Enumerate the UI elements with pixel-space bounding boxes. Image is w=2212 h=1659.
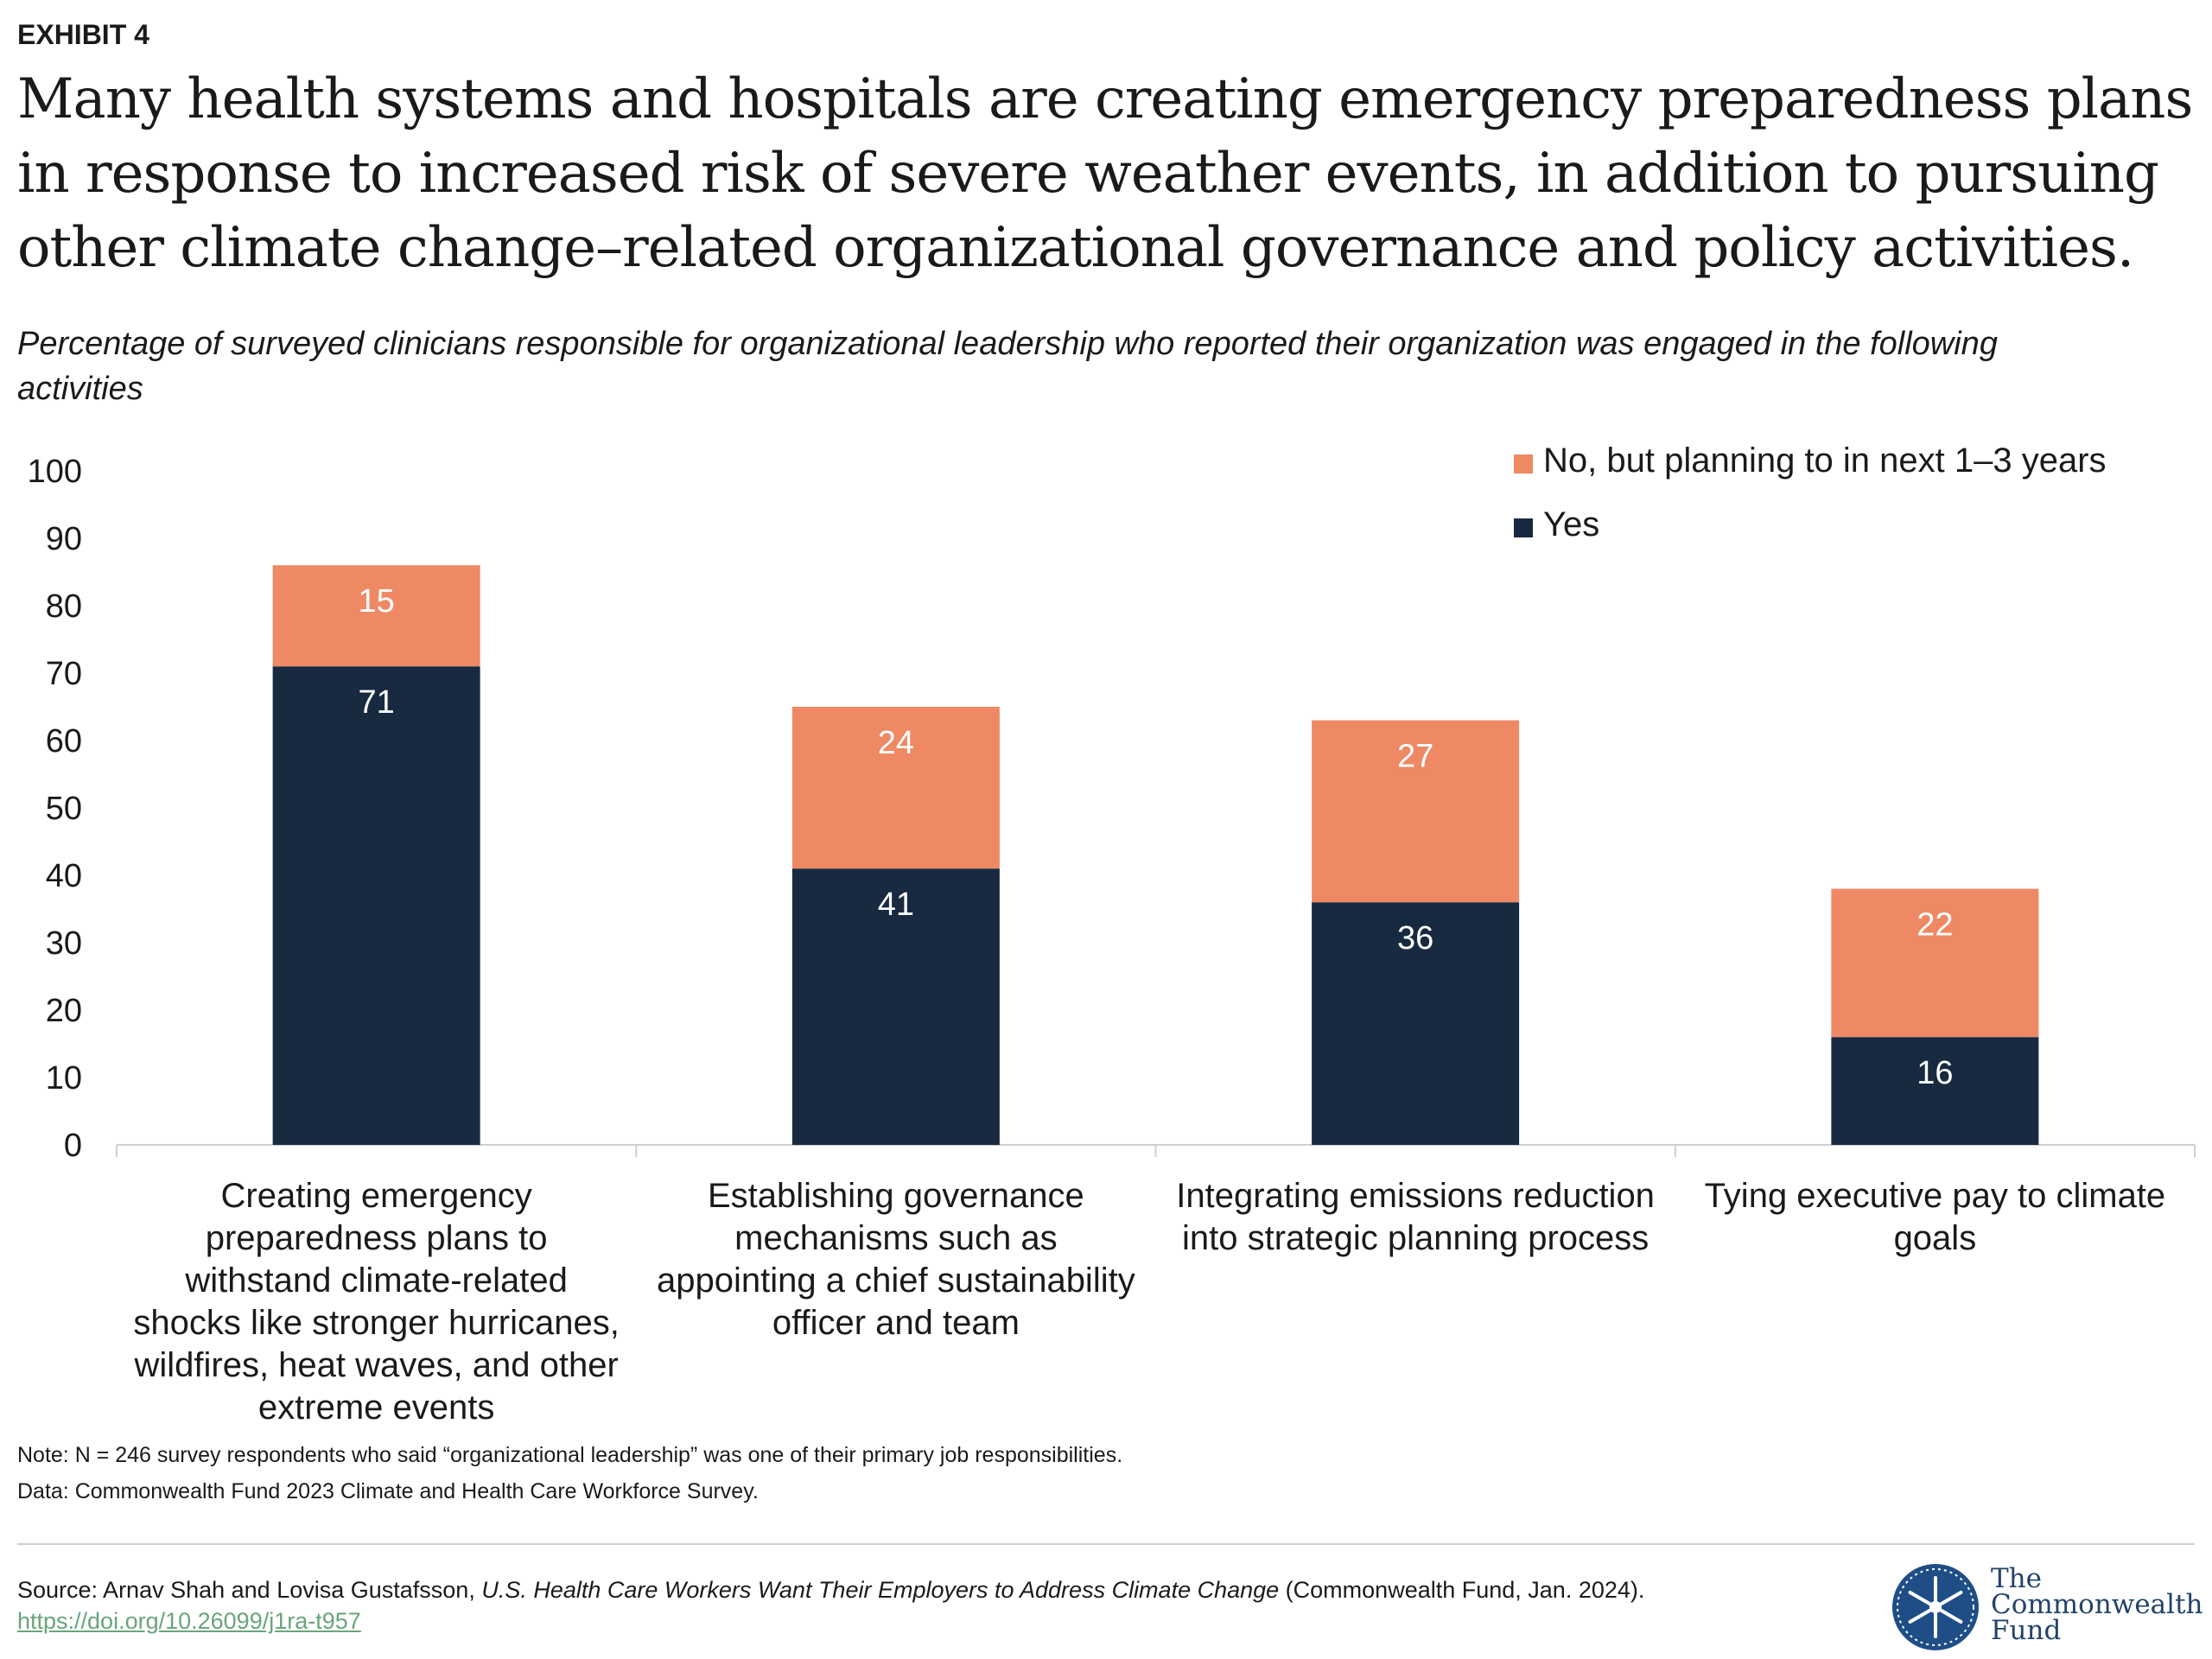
y-tick-label: 50 (46, 791, 82, 827)
divider (17, 1543, 2195, 1545)
bar-planning (1312, 720, 1520, 903)
data-label-planning: 24 (878, 725, 914, 761)
bar-yes (272, 666, 480, 1145)
bar-planning (272, 565, 480, 667)
y-tick-label: 40 (46, 858, 82, 894)
legend-swatch (1514, 454, 1533, 474)
data-label-yes: 41 (878, 887, 914, 923)
category-label-line: Tying executive pay to climate (1705, 1177, 2166, 1215)
y-tick-label: 80 (46, 588, 82, 625)
legend-label: Yes (1543, 505, 1599, 543)
category-label-line: withstand climate-related (184, 1262, 567, 1300)
bar-yes (791, 868, 1000, 1145)
category-label-line: extreme events (258, 1389, 494, 1427)
source-prefix: Source: Arnav Shah and Lovisa Gustafsson… (17, 1577, 482, 1603)
bar-yes (1312, 902, 1520, 1145)
data-label-planning: 27 (1397, 739, 1433, 775)
y-tick-label: 70 (46, 656, 82, 692)
doi-link[interactable]: https://doi.org/10.26099/j1ra-t957 (17, 1608, 361, 1634)
legend-label: No, but planning to in next 1–3 years (1543, 442, 2107, 480)
legend-swatch (1514, 518, 1533, 537)
category-label-line: officer and team (772, 1304, 1020, 1342)
category-label-line: appointing a chief sustainability (657, 1262, 1135, 1300)
category-label-line: into strategic planning process (1182, 1219, 1649, 1257)
logo-line-fund: Fund (1991, 1615, 2062, 1646)
commonwealth-fund-logo: The Commonwealth Fund (1891, 1562, 2203, 1656)
category-label: Integrating emissions reduction into stra… (1176, 1177, 1655, 1257)
snowflake-emblem-icon (1892, 1564, 1979, 1650)
category-label-line: Integrating emissions reduction (1176, 1177, 1655, 1215)
data-label-planning: 22 (1916, 907, 1953, 944)
category-label-line: Creating emergency (221, 1177, 532, 1215)
bar-planning (1831, 888, 2039, 1038)
y-tick-label: 90 (46, 521, 82, 557)
category-label-line: preparedness plans to (206, 1219, 548, 1257)
category-label-line: goals (1894, 1219, 1977, 1257)
y-tick-label: 100 (28, 454, 82, 490)
logo-wordmark: The Commonwealth Fund (1991, 1563, 2203, 1646)
y-tick-label: 60 (46, 723, 82, 760)
source-suffix: (Commonwealth Fund, Jan. 2024). (1279, 1577, 1645, 1603)
data-label-yes: 71 (358, 684, 394, 721)
category-label-line: Establishing governance (708, 1177, 1084, 1215)
y-tick-label: 30 (46, 925, 82, 962)
exhibit-label: EXHIBIT 4 (17, 19, 149, 50)
y-tick-label: 10 (46, 1060, 82, 1096)
data-label-yes: 16 (1916, 1055, 1953, 1091)
y-tick-label: 20 (46, 993, 82, 1029)
data-label-planning: 15 (358, 583, 394, 620)
category-label: Establishing governance mechanisms such a… (657, 1177, 1135, 1342)
bar-yes (1831, 1037, 2039, 1145)
category-label: Tying executive pay to climate goals (1705, 1177, 2166, 1257)
category-label-line: shocks like stronger hurricanes, (133, 1304, 619, 1342)
data-label-yes: 36 (1397, 920, 1433, 957)
source-title: U.S. Health Care Workers Want Their Empl… (481, 1577, 1280, 1603)
category-label: Creating emergency preparedness plans to w… (133, 1177, 619, 1427)
logo-line-commonwealth: Commonwealth (1991, 1589, 2203, 1620)
chart-subtitle: Percentage of surveyed clinicians respon… (17, 326, 1998, 407)
category-label-line: wildfires, heat waves, and other (133, 1346, 618, 1384)
source-citation: Source: Arnav Shah and Lovisa Gustafsson… (17, 1574, 1659, 1637)
data-source-text: Data: Commonwealth Fund 2023 Climate and… (17, 1479, 759, 1503)
logo-line-the: The (1991, 1563, 2042, 1594)
category-label-line: mechanisms such as (734, 1219, 1057, 1257)
note-text: Note: N = 246 survey respondents who sai… (17, 1443, 1123, 1467)
stacked-bar-chart: 0 10 20 30 40 50 60 70 80 90 100 71 15 Creating emerg… (28, 442, 2196, 1427)
chart-title: Many health systems and hospitals are cr… (17, 67, 2193, 280)
bar-planning (791, 707, 1000, 869)
y-tick-label: 0 (64, 1128, 82, 1164)
